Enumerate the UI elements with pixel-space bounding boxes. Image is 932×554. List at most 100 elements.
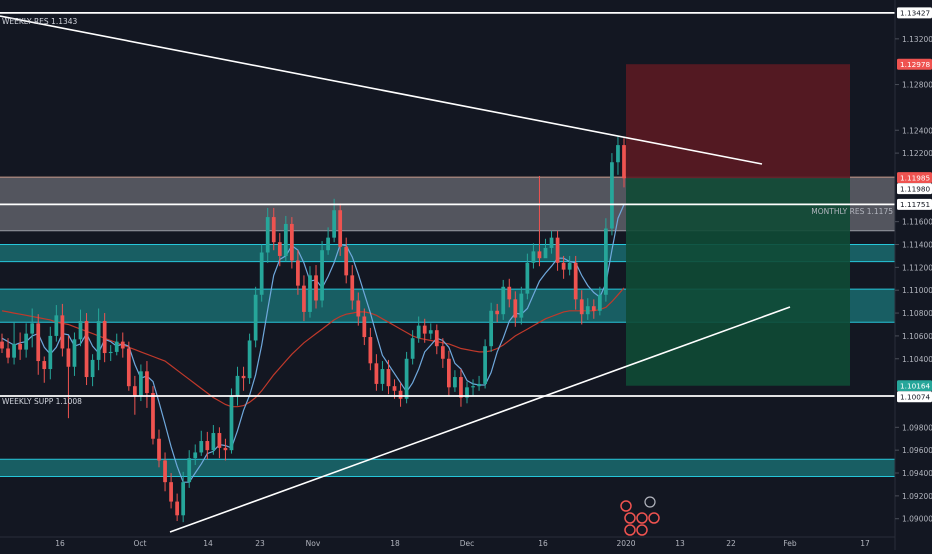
time-axis[interactable]: 16 Oct 14 23 Nov 18 Dec 16 2020 13 22 Feb 17 — [0, 536, 895, 548]
event-flag-icon[interactable] — [636, 524, 648, 536]
candle-body — [205, 441, 210, 451]
candle-body — [42, 361, 47, 370]
candle-body — [241, 375, 246, 379]
candle-body — [477, 383, 481, 387]
candle — [12, 322, 16, 365]
candle-body — [622, 145, 626, 179]
candle-body — [181, 482, 186, 516]
descending-trendline[interactable] — [0, 15, 763, 165]
candle — [199, 430, 204, 456]
candle-body — [332, 210, 337, 238]
time-tick-label: Dec — [460, 539, 475, 548]
price-axis[interactable]: 1.13200 1.12800 1.12400 1.12200 1.11600 1.114… — [895, 35, 932, 524]
time-tick-label: 17 — [860, 539, 870, 548]
candle-body — [157, 438, 161, 461]
candle-body — [591, 306, 596, 311]
candle — [350, 265, 355, 310]
price-tag-background — [897, 172, 932, 184]
candle-body — [501, 286, 506, 315]
event-flag-icon[interactable] — [624, 512, 636, 524]
candle — [308, 266, 312, 318]
candle — [338, 203, 343, 256]
candle-body — [374, 363, 379, 384]
candle-body — [271, 217, 276, 243]
candle — [434, 324, 439, 355]
candle — [139, 364, 143, 402]
candle-body — [531, 251, 536, 263]
candle — [96, 308, 101, 371]
price-tag-take-profit: 1.10164 — [897, 380, 932, 392]
position-tool[interactable] — [626, 64, 850, 386]
candle — [428, 323, 433, 340]
candle — [440, 338, 445, 368]
candle — [102, 313, 107, 363]
candle — [6, 338, 10, 364]
price-tag-text: 1.11751 — [900, 200, 930, 209]
candle — [265, 207, 270, 263]
candle — [410, 330, 415, 365]
event-flag-icon[interactable] — [620, 500, 632, 512]
candle — [561, 255, 566, 279]
price-tag-background — [897, 380, 932, 392]
candle — [271, 207, 276, 251]
price-tick-label: 1.12200 — [902, 149, 932, 158]
event-flag-icon[interactable] — [636, 512, 648, 524]
candle-body — [48, 335, 53, 370]
time-tick-label: Feb — [783, 539, 797, 548]
candle-body — [344, 246, 349, 276]
time-tick-label: Nov — [306, 539, 321, 548]
candle — [610, 153, 614, 236]
candle — [247, 333, 252, 384]
candle — [519, 286, 524, 325]
candle-body — [495, 310, 500, 315]
candle-body — [114, 341, 119, 352]
reward-area[interactable] — [626, 178, 850, 386]
levels-layer[interactable] — [0, 12, 895, 397]
candle — [229, 388, 234, 454]
candle-body — [193, 452, 198, 459]
candle — [495, 303, 500, 323]
candle-body — [453, 377, 457, 388]
ascending-trendline[interactable] — [169, 306, 791, 533]
candle — [217, 427, 222, 459]
price-tag-current: 1.11985 — [897, 172, 932, 184]
candle-body — [579, 299, 584, 315]
candle — [36, 314, 41, 375]
candle-body — [18, 343, 22, 350]
event-flag-icon[interactable] — [648, 512, 660, 524]
time-tick-label: 18 — [390, 539, 400, 548]
candle-body — [296, 260, 300, 286]
candle — [259, 244, 264, 302]
price-tag-text: 1.13427 — [900, 9, 931, 18]
candle — [483, 339, 487, 389]
candle-body — [422, 325, 427, 334]
lower-demand-zone[interactable] — [0, 459, 895, 477]
risk-area[interactable] — [626, 64, 850, 179]
candle-body — [585, 306, 590, 315]
candle — [453, 370, 457, 392]
candle — [42, 356, 47, 383]
event-flag-icon[interactable] — [624, 524, 636, 536]
event-markers[interactable] — [620, 496, 660, 536]
candle — [404, 351, 409, 404]
candle — [525, 253, 530, 300]
candle — [332, 198, 337, 243]
candle-body — [235, 375, 240, 397]
candle-body — [120, 341, 125, 349]
candle — [591, 299, 596, 319]
price-tag-background — [897, 198, 932, 210]
event-flag-icon[interactable] — [644, 496, 656, 508]
candle-body — [398, 390, 403, 399]
price-tick-label: 1.12400 — [902, 126, 932, 135]
candle — [585, 298, 590, 320]
candle — [151, 386, 155, 445]
candle — [447, 350, 451, 396]
candle — [471, 379, 475, 396]
candle — [344, 237, 349, 284]
candle — [501, 279, 506, 320]
candle — [120, 332, 125, 358]
candle — [579, 290, 584, 325]
candle — [549, 230, 554, 254]
